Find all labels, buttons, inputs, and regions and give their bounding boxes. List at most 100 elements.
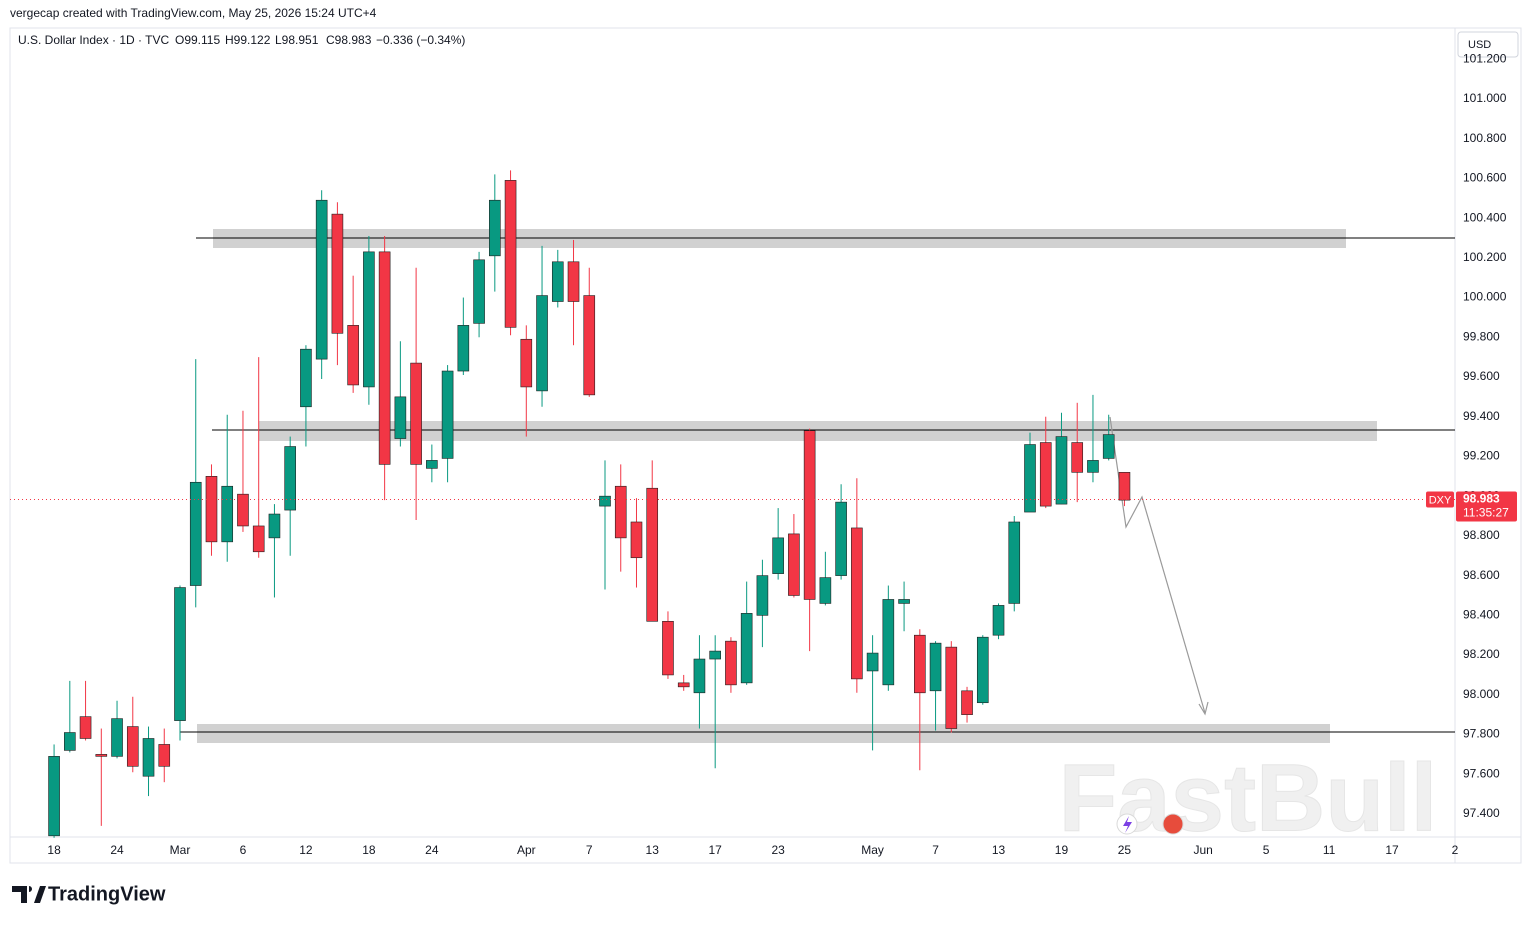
candle-body [410,362,422,465]
x-tick-label: 2 [1452,843,1459,857]
candle-body [929,642,942,692]
candle-body [756,575,769,616]
candle-body [583,295,596,396]
x-tick-label: 13 [992,843,1006,857]
candle-body [315,199,328,360]
candle-body [740,613,753,684]
candle-body [457,325,470,372]
zone [197,724,1330,743]
arrow-head [1198,701,1209,716]
candle-body [1039,442,1052,507]
brand-mark [12,886,46,903]
x-tick-label: 18 [47,843,61,857]
y-tick-label: 98.400 [1463,608,1500,622]
y-tick-label: 97.800 [1463,727,1500,741]
x-tick-label: Mar [170,843,191,857]
x-tick-label: 7 [586,843,593,857]
ohlc-value: O99.115 [175,33,220,47]
currency-button[interactable] [1457,31,1519,58]
x-tick-label: 23 [771,843,785,857]
candle-body [378,251,391,465]
candle-body [1118,472,1131,501]
y-tick-label: 101.200 [1463,51,1507,65]
y-tick-label: 99.800 [1463,329,1500,343]
chart-frame [9,27,1522,864]
y-tick-label: 101.000 [1463,91,1507,105]
ticker-label: DXY [1429,494,1452,506]
candle-body [426,460,438,469]
candle-body [898,599,910,604]
x-tick-label: 7 [932,843,939,857]
candle-body [803,430,816,600]
candle-body [945,646,958,729]
candle-body [819,577,832,604]
x-tick-label: Jun [1193,843,1212,857]
watermark-flag [1162,813,1184,835]
y-tick-label: 100.000 [1463,290,1507,304]
y-tick-label: 98.000 [1463,687,1500,701]
zone [259,421,1377,441]
candle-body [772,537,784,574]
candle-body [363,251,375,388]
candle-body [693,658,706,694]
watermark-icon [1123,816,1132,833]
currency-label[interactable]: USD [1468,39,1491,51]
candles [48,170,1131,838]
candle-body [189,481,202,586]
candle-body [835,501,847,576]
countdown-label: 11:35:27 [1463,506,1509,520]
candle-body [489,199,501,257]
candle-body [788,533,800,596]
candle-body [1071,442,1084,473]
ohlc-value: C98.983 [326,33,372,47]
candle-body [394,396,407,439]
candle-body [331,213,344,334]
candle-body [677,682,690,688]
y-tick-label: 100.600 [1463,171,1507,185]
x-tick-label: 6 [240,843,247,857]
candle-body [614,485,627,539]
watermark-text: FastBull [1059,744,1438,851]
candle-body [976,636,989,704]
x-tick-label: 17 [1385,843,1399,857]
watermark: FastBull [1058,744,1438,852]
candle-body [992,605,1005,636]
candle-body [1024,444,1036,513]
y-tick-label: 97.600 [1463,766,1500,780]
candle-body [1102,434,1115,459]
x-tick-label: 25 [1118,843,1132,857]
candle-body [48,756,60,837]
candle-body [268,513,281,539]
candle-body [142,738,155,777]
candle-body [174,587,186,721]
y-tick-label: 99.400 [1463,409,1500,423]
y-tick-label: 98.600 [1463,568,1500,582]
y-tick-label: 100.200 [1463,250,1507,264]
ohlc-value: L98.951 [275,33,319,47]
candle-body [1055,436,1068,505]
candle-body [630,521,643,559]
candle-body [1087,460,1099,473]
candle-body [961,690,973,715]
candle-body [709,650,721,660]
candle-body [473,259,485,324]
x-tick-label: 24 [425,843,439,857]
y-tick-label: 98.200 [1463,647,1500,661]
x-tick-label: 13 [646,843,660,857]
candle-body [851,527,863,680]
y-tick-label: 97.400 [1463,806,1500,820]
last-price-label: 98.983 [1463,492,1500,506]
candle-body [599,495,611,507]
candle-body [504,180,517,328]
candle-body [64,732,76,751]
candle-body [284,446,296,511]
x-tick-label: Apr [517,843,536,857]
x-tick-label: 11 [1323,843,1336,857]
candle-body [662,620,674,676]
symbol: U.S. Dollar Index · 1D · TVC [18,33,169,47]
candle-body [441,370,454,459]
x-tick-label: 19 [1055,843,1069,857]
candle-body [914,634,926,694]
